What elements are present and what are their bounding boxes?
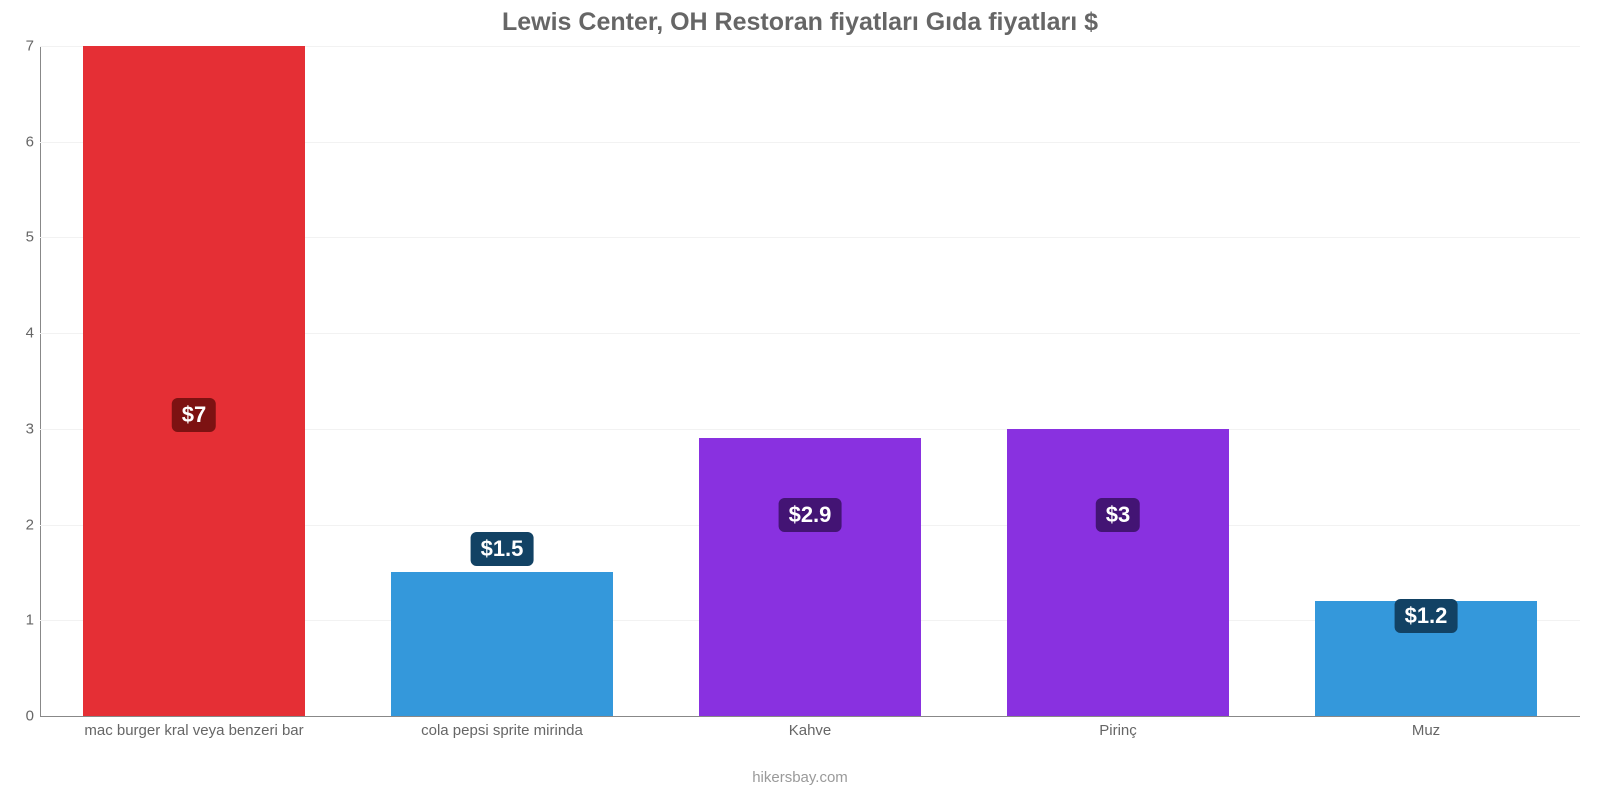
plot-area: $7 $1.5 $2.9 $3 $1.2 <box>40 46 1580 716</box>
x-axis-line <box>40 716 1580 717</box>
y-tick-label: 1 <box>4 612 34 629</box>
bar <box>83 46 305 716</box>
y-axis-line <box>40 46 41 716</box>
chart-title: Lewis Center, OH Restoran fiyatları Gıda… <box>0 8 1600 37</box>
x-tick-label: cola pepsi sprite mirinda <box>421 722 583 739</box>
y-tick-label: 3 <box>4 420 34 437</box>
bar-chart: Lewis Center, OH Restoran fiyatları Gıda… <box>0 0 1600 800</box>
y-tick-label: 5 <box>4 229 34 246</box>
chart-caption: hikersbay.com <box>0 769 1600 786</box>
y-tick-label: 4 <box>4 325 34 342</box>
bar <box>391 572 613 716</box>
bar <box>1007 429 1229 716</box>
bar-value-label: $3 <box>1096 498 1140 532</box>
bar-value-label: $1.5 <box>471 532 534 566</box>
bar-value-label: $2.9 <box>779 498 842 532</box>
bar-value-label: $1.2 <box>1395 599 1458 633</box>
y-tick-label: 7 <box>4 38 34 55</box>
bar-value-label: $7 <box>172 398 216 432</box>
x-tick-label: Pirinç <box>1099 722 1137 739</box>
x-tick-label: Muz <box>1412 722 1440 739</box>
y-tick-label: 0 <box>4 708 34 725</box>
bar <box>699 438 921 716</box>
x-tick-label: mac burger kral veya benzeri bar <box>84 722 303 739</box>
x-tick-label: Kahve <box>789 722 832 739</box>
y-tick-label: 2 <box>4 516 34 533</box>
y-tick-label: 6 <box>4 133 34 150</box>
